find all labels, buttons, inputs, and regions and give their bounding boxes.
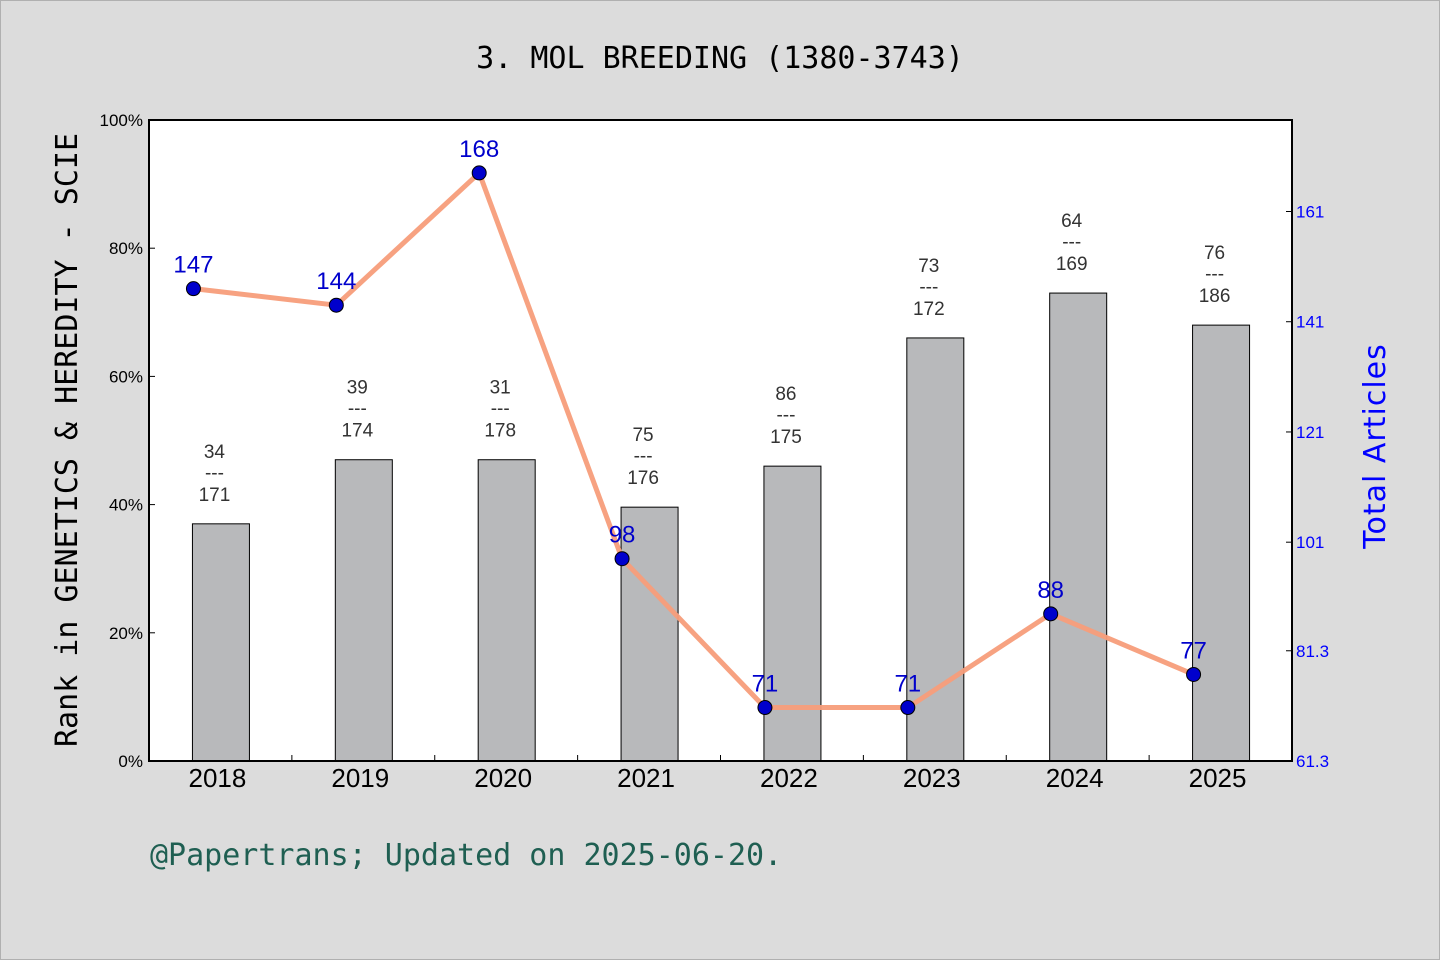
marker-2025 xyxy=(1187,667,1201,681)
point-value-label: 77 xyxy=(1180,637,1207,664)
x-tick-label: 2023 xyxy=(903,763,961,793)
marker-2024 xyxy=(1044,607,1058,621)
bar-separator-label: --- xyxy=(634,446,653,467)
bar-total-label: 172 xyxy=(913,299,945,320)
bar-rank-label: 76 xyxy=(1204,243,1225,264)
marker-2023 xyxy=(901,701,915,715)
bar-total-label: 169 xyxy=(1056,254,1088,275)
left-axis-ticks: 0% 20% 40% 60% 80% 100% xyxy=(100,111,155,771)
bar-separator-label: --- xyxy=(1205,264,1224,285)
x-tick-label: 2025 xyxy=(1189,763,1247,793)
marker-2018 xyxy=(186,282,200,296)
bar-total-label: 175 xyxy=(770,427,802,448)
bar-rank-label: 34 xyxy=(204,442,226,463)
y2-tick-label: 61.3 xyxy=(1296,752,1329,771)
y2-tick-label: 121 xyxy=(1296,423,1324,442)
y2-tick-label: 161 xyxy=(1296,202,1324,221)
marker-2020 xyxy=(472,166,486,180)
y-tick-label: 40% xyxy=(109,496,143,515)
bar-2022 xyxy=(764,466,821,761)
bar-total-label: 174 xyxy=(341,421,373,442)
bar-rank-label: 39 xyxy=(347,378,368,399)
x-tick-label: 2018 xyxy=(189,763,247,793)
point-value-label: 147 xyxy=(173,252,213,279)
bar-total-label: 186 xyxy=(1199,286,1231,307)
bar-rank-label: 86 xyxy=(775,384,796,405)
bar-rank-label: 75 xyxy=(632,425,653,446)
y-tick-label: 80% xyxy=(109,239,143,258)
bar-separator-label: --- xyxy=(776,405,795,426)
marker-2021 xyxy=(615,552,629,566)
bar-2020 xyxy=(478,460,535,761)
marker-2019 xyxy=(329,298,343,312)
bar-separator-label: --- xyxy=(1062,232,1081,253)
point-value-label: 144 xyxy=(316,268,356,295)
bar-separator-label: --- xyxy=(919,277,938,298)
point-value-label: 168 xyxy=(459,136,499,163)
y-tick-label: 0% xyxy=(118,752,143,771)
footer-note: @Papertrans; Updated on 2025-06-20. xyxy=(150,838,782,873)
y-tick-label: 20% xyxy=(109,624,143,643)
x-tick-label: 2024 xyxy=(1046,763,1104,793)
bar-total-label: 178 xyxy=(484,421,516,442)
y-axis-label: Rank in GENETICS & HEREDITY - SCIE xyxy=(50,133,85,747)
point-value-label: 71 xyxy=(752,671,779,698)
marker-2022 xyxy=(758,701,772,715)
bar-separator-label: --- xyxy=(348,399,367,420)
x-tick-label: 2019 xyxy=(331,763,389,793)
bar-2024 xyxy=(1050,293,1107,761)
bar-2019 xyxy=(335,460,392,761)
y2-tick-label: 101 xyxy=(1296,533,1324,552)
y-tick-label: 100% xyxy=(100,111,143,130)
bar-rank-label: 64 xyxy=(1061,211,1083,232)
bar-rank-label: 31 xyxy=(490,378,511,399)
bar-2025 xyxy=(1193,325,1250,761)
bar-separator-label: --- xyxy=(491,399,510,420)
bar-total-label: 171 xyxy=(199,485,231,506)
y2-tick-label: 81.3 xyxy=(1296,642,1329,661)
y-tick-label: 60% xyxy=(109,367,143,386)
bar-separator-label: --- xyxy=(205,463,224,484)
y2-axis-label: Total Articles xyxy=(1358,343,1393,549)
point-value-label: 71 xyxy=(894,671,921,698)
x-tick-label: 2022 xyxy=(760,763,818,793)
bar-total-label: 176 xyxy=(627,468,659,489)
x-tick-label: 2021 xyxy=(617,763,675,793)
chart-title: 3. MOL BREEDING (1380-3743) xyxy=(476,41,964,76)
point-value-label: 88 xyxy=(1037,577,1064,604)
bar-rank-label: 73 xyxy=(918,256,939,277)
x-tick-label: 2020 xyxy=(474,763,532,793)
y2-tick-label: 141 xyxy=(1296,313,1324,332)
bar-2018 xyxy=(192,524,249,761)
point-value-label: 98 xyxy=(609,522,636,549)
